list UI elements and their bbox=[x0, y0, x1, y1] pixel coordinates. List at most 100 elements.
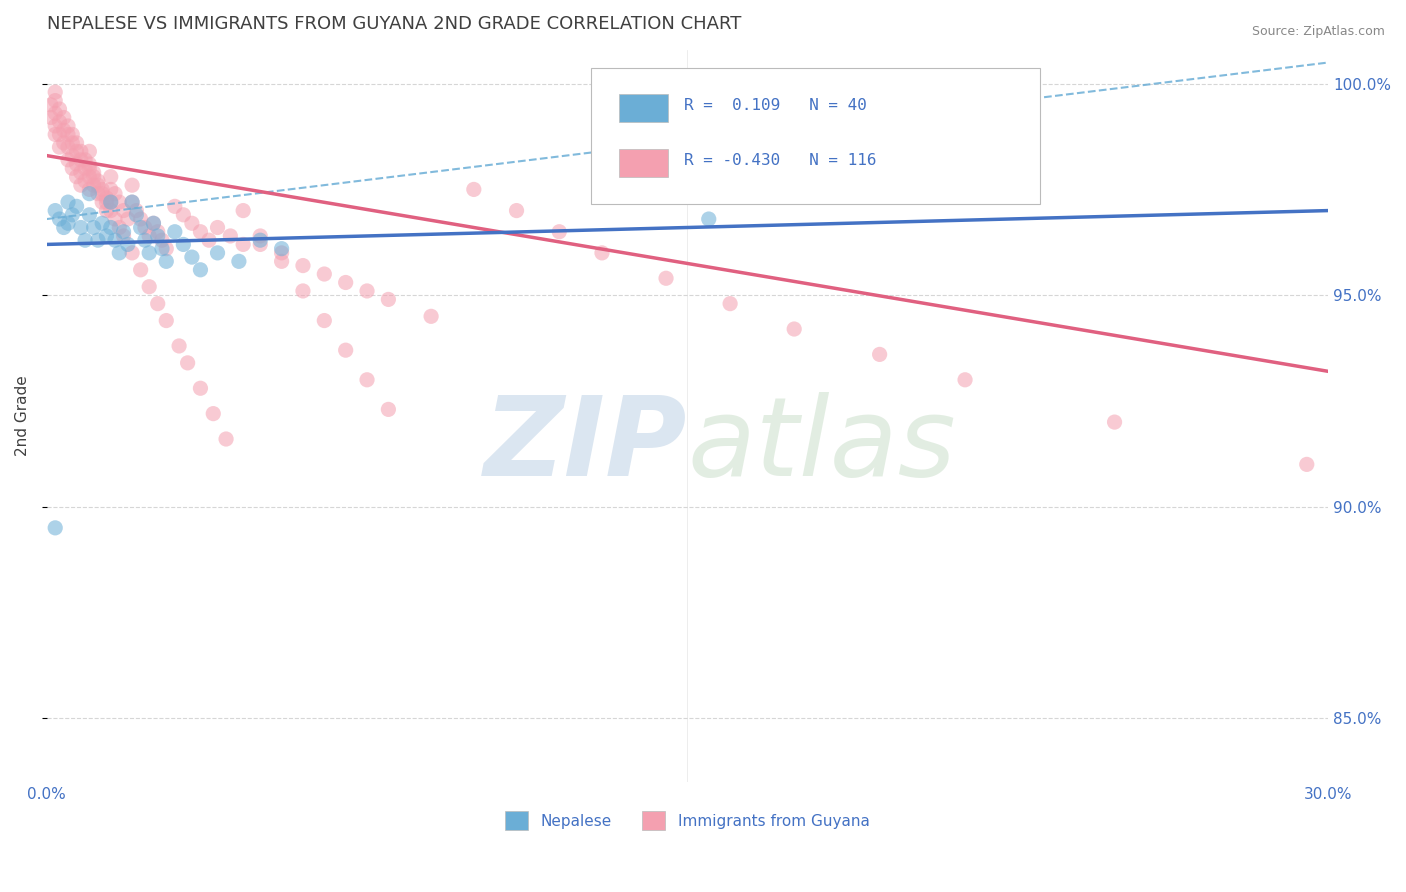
Point bbox=[117, 212, 139, 227]
Legend: Nepalese, Immigrants from Guyana: Nepalese, Immigrants from Guyana bbox=[499, 805, 876, 836]
Point bbox=[155, 242, 177, 256]
Bar bbox=[620, 95, 668, 122]
Point bbox=[91, 182, 114, 196]
Point bbox=[314, 267, 336, 281]
Point bbox=[104, 233, 127, 247]
Point bbox=[150, 242, 173, 256]
Point bbox=[163, 225, 186, 239]
Point bbox=[129, 212, 152, 227]
Point bbox=[44, 106, 66, 120]
Point bbox=[869, 347, 891, 361]
Point bbox=[48, 102, 70, 116]
Point bbox=[79, 145, 101, 159]
Point bbox=[463, 182, 485, 196]
Text: NEPALESE VS IMMIGRANTS FROM GUYANA 2ND GRADE CORRELATION CHART: NEPALESE VS IMMIGRANTS FROM GUYANA 2ND G… bbox=[46, 15, 741, 33]
Point bbox=[44, 128, 66, 142]
Point bbox=[83, 220, 105, 235]
Point bbox=[314, 313, 336, 327]
Point bbox=[75, 161, 97, 176]
Point bbox=[697, 212, 720, 227]
Point bbox=[56, 216, 79, 230]
Point bbox=[87, 174, 110, 188]
Point bbox=[190, 381, 212, 395]
Point bbox=[69, 165, 91, 179]
Point bbox=[56, 153, 79, 167]
Point bbox=[232, 203, 254, 218]
Point bbox=[138, 229, 160, 244]
Point bbox=[172, 208, 194, 222]
Point bbox=[155, 254, 177, 268]
Point bbox=[172, 237, 194, 252]
Point bbox=[228, 254, 250, 268]
Point bbox=[44, 521, 66, 535]
Point bbox=[125, 208, 148, 222]
Point bbox=[134, 220, 156, 235]
Point bbox=[356, 373, 378, 387]
Point bbox=[129, 262, 152, 277]
Point bbox=[291, 259, 314, 273]
Point bbox=[112, 225, 135, 239]
Point bbox=[420, 310, 443, 324]
Point bbox=[655, 271, 678, 285]
Point bbox=[356, 284, 378, 298]
Y-axis label: 2nd Grade: 2nd Grade bbox=[15, 376, 30, 456]
Point bbox=[249, 233, 271, 247]
Text: ZIP: ZIP bbox=[484, 392, 688, 499]
Point bbox=[121, 195, 143, 210]
Point bbox=[83, 165, 105, 179]
Point bbox=[56, 119, 79, 133]
Point bbox=[190, 225, 212, 239]
Point bbox=[48, 212, 70, 227]
Point bbox=[138, 279, 160, 293]
Point bbox=[91, 216, 114, 230]
Point bbox=[190, 262, 212, 277]
Point bbox=[44, 85, 66, 99]
Point bbox=[69, 145, 91, 159]
Point bbox=[91, 186, 114, 201]
Text: R =  0.109   N = 40: R = 0.109 N = 40 bbox=[683, 98, 866, 113]
Point bbox=[1295, 458, 1317, 472]
Point bbox=[121, 246, 143, 260]
Point bbox=[69, 178, 91, 193]
Point bbox=[591, 246, 613, 260]
Point bbox=[69, 220, 91, 235]
Point bbox=[202, 407, 225, 421]
Point bbox=[117, 237, 139, 252]
Point bbox=[48, 114, 70, 128]
Point bbox=[60, 128, 83, 142]
Point bbox=[52, 136, 75, 150]
Point bbox=[56, 195, 79, 210]
Point bbox=[100, 195, 122, 210]
Point bbox=[83, 169, 105, 184]
Point bbox=[232, 237, 254, 252]
Point bbox=[1104, 415, 1126, 429]
Point bbox=[155, 313, 177, 327]
Point bbox=[783, 322, 806, 336]
Point bbox=[176, 356, 198, 370]
Point bbox=[104, 212, 127, 227]
Point bbox=[129, 220, 152, 235]
Point bbox=[207, 220, 229, 235]
Text: Source: ZipAtlas.com: Source: ZipAtlas.com bbox=[1251, 25, 1385, 38]
Point bbox=[104, 186, 127, 201]
Point bbox=[108, 220, 131, 235]
Point bbox=[121, 195, 143, 210]
Point bbox=[65, 157, 87, 171]
Point bbox=[249, 229, 271, 244]
Text: atlas: atlas bbox=[688, 392, 956, 499]
Point bbox=[69, 153, 91, 167]
Point bbox=[75, 153, 97, 167]
Point bbox=[44, 94, 66, 108]
Point bbox=[96, 191, 118, 205]
Point bbox=[60, 148, 83, 162]
Point bbox=[79, 169, 101, 184]
Point bbox=[48, 128, 70, 142]
Point bbox=[87, 233, 110, 247]
Point bbox=[100, 203, 122, 218]
Point bbox=[112, 229, 135, 244]
Point bbox=[79, 161, 101, 176]
Point bbox=[146, 229, 169, 244]
Point bbox=[65, 199, 87, 213]
Point bbox=[56, 140, 79, 154]
Point bbox=[79, 182, 101, 196]
